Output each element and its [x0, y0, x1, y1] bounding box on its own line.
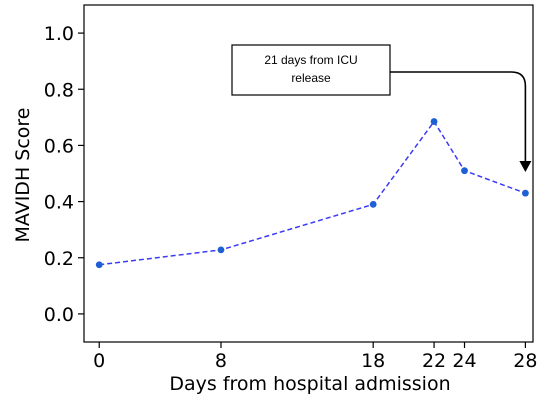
- y-axis-title: MAVIDH Score: [12, 108, 34, 243]
- annotation-arrowhead: [519, 161, 532, 172]
- series-line: [99, 120, 526, 266]
- series-layer: [95, 118, 529, 269]
- data-point: [430, 118, 438, 125]
- data-point: [461, 167, 468, 175]
- annotation-line-2: release: [291, 71, 331, 85]
- y-tick-label: 0.4: [44, 192, 74, 214]
- x-tick-label: 28: [513, 350, 537, 372]
- y-axis-ticks: 0.0 0.2 0.4 0.6 0.8 1.0: [44, 23, 84, 326]
- annotation-line-1: 21 days from ICU: [264, 53, 357, 67]
- data-point: [369, 200, 377, 208]
- x-axis-title: Days from hospital admission: [169, 373, 450, 395]
- y-tick-label: 0.2: [44, 248, 74, 270]
- annotation-arrow: [390, 71, 527, 162]
- annotation-box: [231, 44, 391, 96]
- x-tick-label: 24: [452, 350, 476, 372]
- x-tick-label: 0: [93, 350, 105, 372]
- x-axis-ticks: 0 8 18 22 24 28: [93, 342, 537, 372]
- x-tick-label: 18: [361, 350, 385, 372]
- data-point: [521, 189, 529, 197]
- y-tick-label: 1.0: [44, 23, 74, 45]
- y-tick-label: 0.6: [44, 135, 74, 157]
- data-point: [95, 261, 103, 269]
- annotation: 21 days from ICU release: [231, 44, 532, 172]
- data-point: [217, 246, 225, 254]
- plot-frame: [83, 4, 534, 343]
- y-tick-label: 0.8: [44, 79, 74, 101]
- y-tick-label: 0.0: [44, 304, 74, 326]
- x-tick-label: 22: [422, 350, 446, 372]
- x-tick-label: 8: [215, 350, 227, 372]
